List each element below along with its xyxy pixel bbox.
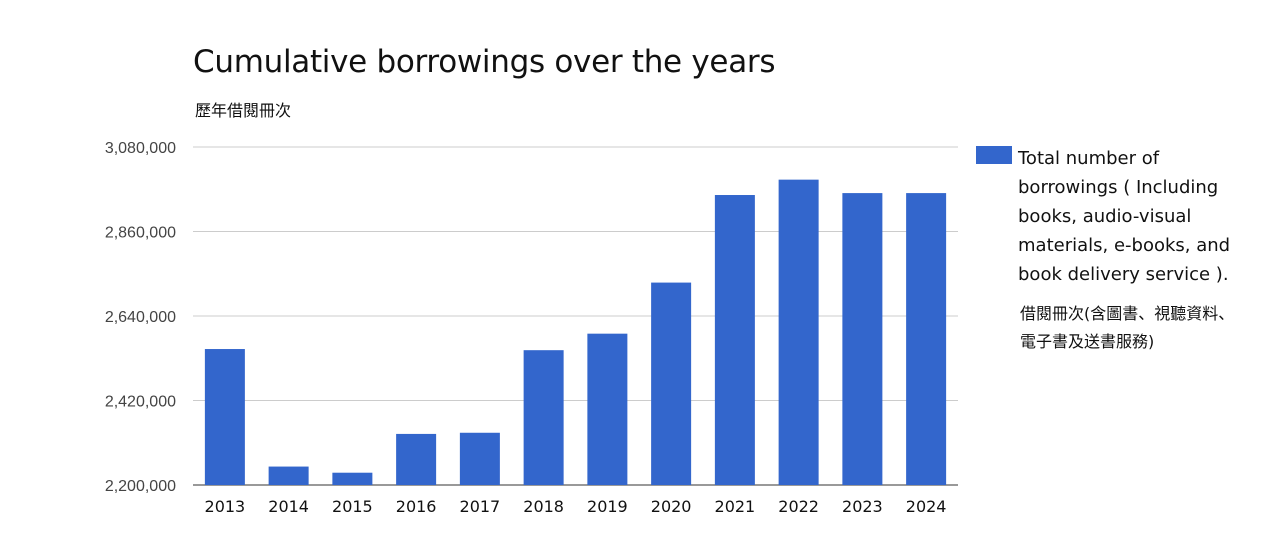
- bar: [842, 193, 883, 485]
- x-tick-label: 2019: [587, 497, 628, 516]
- y-axis-ticks: 2,200,000 2,420,000 2,640,000 2,860,000 3,08…: [105, 140, 176, 495]
- x-tick-label: 2014: [268, 497, 309, 516]
- x-tick-label: 2021: [715, 497, 756, 516]
- bar: [459, 432, 500, 485]
- legend-swatch: [976, 146, 1012, 164]
- y-tick-label: 3,080,000: [105, 140, 176, 157]
- x-tick-label: 2018: [523, 497, 564, 516]
- bar: [396, 433, 437, 485]
- bar: [587, 333, 628, 485]
- bar: [268, 466, 309, 485]
- bar: [778, 179, 819, 486]
- x-tick-label: 2024: [906, 497, 947, 516]
- legend-label-zh: 借閱冊次(含圖書、視聽資料、電子書及送書服務): [1020, 304, 1235, 351]
- bar: [332, 472, 373, 485]
- chart-title: Cumulative borrowings over the years: [193, 44, 776, 80]
- bars: [204, 179, 947, 486]
- x-tick-label: 2017: [460, 497, 501, 516]
- x-tick-label: 2015: [332, 497, 373, 516]
- x-tick-label: 2013: [205, 497, 246, 516]
- x-tick-label: 2016: [396, 497, 437, 516]
- y-tick-label: 2,200,000: [105, 478, 176, 495]
- y-tick-label: 2,860,000: [105, 225, 176, 242]
- x-tick-label: 2020: [651, 497, 692, 516]
- x-tick-label: 2023: [842, 497, 883, 516]
- bar: [523, 350, 564, 485]
- bar: [204, 349, 245, 485]
- x-axis-ticks: 2013 2014 2015 2016 2017 2018 2019 2020 2021 2022…: [205, 497, 947, 516]
- y-tick-label: 2,420,000: [105, 394, 176, 411]
- chart-subtitle: 歷年借閱冊次: [195, 101, 292, 120]
- bar: [651, 282, 692, 485]
- x-tick-label: 2022: [778, 497, 819, 516]
- bar: [714, 195, 755, 486]
- y-tick-label: 2,640,000: [105, 309, 176, 326]
- legend-label: Total number of borrowings ( Including b…: [1018, 148, 1231, 285]
- gridlines: [193, 146, 958, 486]
- bar: [906, 193, 947, 485]
